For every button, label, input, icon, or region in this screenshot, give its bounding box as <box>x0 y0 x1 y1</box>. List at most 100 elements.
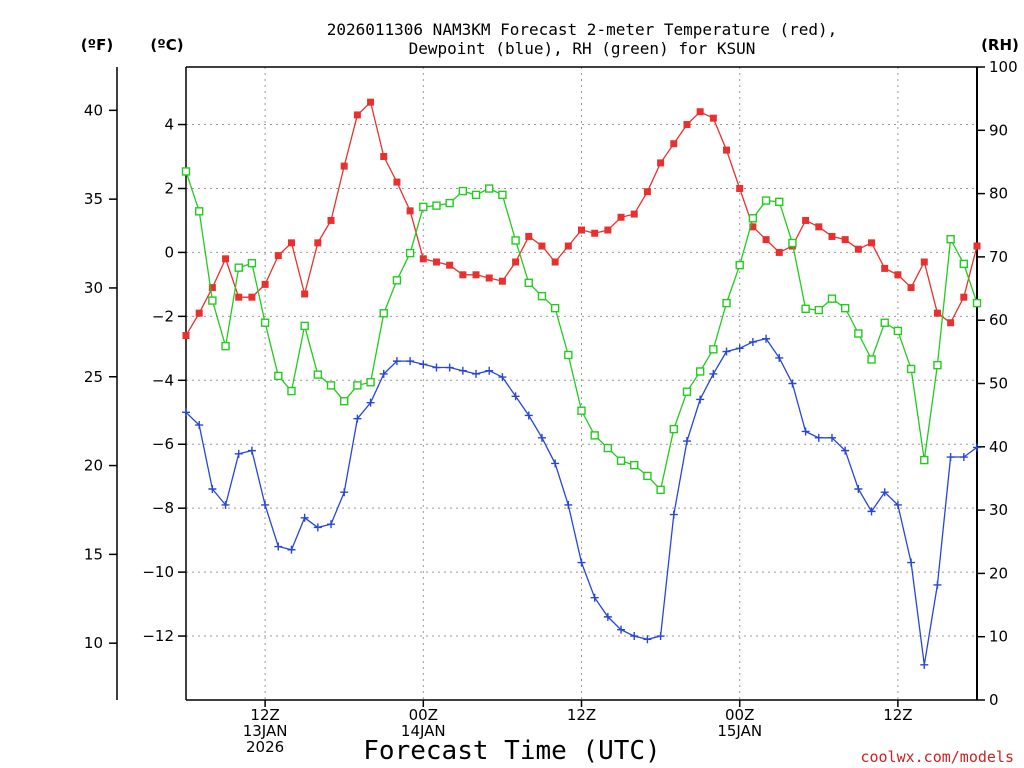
data-point <box>287 386 296 396</box>
x-axis-label: Forecast Time (UTC) <box>363 736 660 766</box>
data-point <box>472 271 480 279</box>
data-point <box>854 245 862 253</box>
data-point <box>498 277 506 285</box>
data-point <box>274 371 283 381</box>
data-point <box>775 248 783 256</box>
data-point <box>432 258 440 266</box>
data-point <box>748 337 757 346</box>
data-point <box>446 261 454 269</box>
data-point <box>445 198 454 208</box>
data-point <box>406 207 414 215</box>
celsius-tick-label: 4 <box>164 116 174 134</box>
data-point <box>696 108 704 116</box>
data-point <box>709 369 718 378</box>
data-point <box>920 258 928 266</box>
celsius-tick-label: −4 <box>152 371 174 389</box>
data-point <box>274 252 282 260</box>
data-point <box>682 387 692 396</box>
data-point <box>722 298 731 308</box>
data-point <box>722 347 731 356</box>
data-point <box>893 500 902 509</box>
data-point <box>669 424 678 434</box>
chart-title-line-1: 2026011306 NAM3KM Forecast 2-meter Tempe… <box>327 20 838 39</box>
data-point <box>392 357 401 366</box>
data-point <box>578 226 585 234</box>
data-point <box>788 238 797 248</box>
data-point <box>906 364 916 374</box>
data-point <box>867 355 876 364</box>
data-point <box>775 353 784 362</box>
celsius-tick-label: −10 <box>142 563 174 581</box>
data-point <box>287 545 296 554</box>
data-point <box>537 291 547 301</box>
rh-tick-label: 20 <box>989 564 1008 582</box>
data-point <box>656 632 665 641</box>
credit-text: coolwx.com/models <box>860 748 1014 766</box>
data-point <box>248 293 256 301</box>
series-2-meter-temperature <box>182 98 981 340</box>
data-point <box>788 379 797 388</box>
data-point <box>959 453 968 462</box>
data-point <box>564 242 572 250</box>
fahrenheit-tick-label: 15 <box>84 545 103 563</box>
data-point <box>894 271 902 279</box>
data-point <box>841 446 850 455</box>
data-point <box>380 153 388 161</box>
data-point <box>525 232 533 240</box>
x-tick-label: 2026 <box>246 738 284 756</box>
data-point <box>301 290 309 298</box>
data-point <box>709 114 717 122</box>
data-point <box>234 449 243 458</box>
data-point <box>300 321 309 331</box>
data-point <box>762 334 771 343</box>
fahrenheit-tick-label: 20 <box>84 457 103 475</box>
data-point <box>801 427 810 436</box>
data-point <box>458 366 467 375</box>
data-point <box>182 332 190 340</box>
data-point <box>261 500 270 509</box>
series-dewpoint <box>182 334 981 669</box>
data-point <box>617 213 625 221</box>
data-point <box>247 259 257 268</box>
data-point <box>854 485 863 493</box>
data-point <box>603 443 613 453</box>
celsius-tick-label: −12 <box>142 627 174 645</box>
rh-tick-label: 60 <box>989 311 1008 329</box>
data-point <box>604 226 612 234</box>
data-point <box>643 471 652 481</box>
data-point <box>498 373 507 382</box>
data-point <box>723 146 731 154</box>
data-point <box>762 236 770 244</box>
data-point <box>735 344 744 353</box>
data-point <box>670 140 678 148</box>
data-point <box>445 363 454 372</box>
data-point <box>748 214 758 223</box>
data-point <box>907 558 916 567</box>
data-point <box>881 264 889 272</box>
data-point <box>591 229 599 237</box>
data-point <box>260 318 270 327</box>
rh-tick-label: 50 <box>989 375 1008 393</box>
data-point <box>313 370 323 379</box>
data-point <box>300 513 309 522</box>
data-point <box>827 294 837 303</box>
celsius-tick-label: 0 <box>164 243 174 261</box>
data-point <box>603 612 612 621</box>
data-point <box>840 303 850 313</box>
data-point <box>643 188 651 196</box>
data-point <box>379 309 388 318</box>
fahrenheit-tick-label: 30 <box>84 279 103 297</box>
data-point <box>946 453 955 462</box>
data-point <box>432 363 441 372</box>
data-point <box>880 318 889 327</box>
data-point <box>181 167 191 176</box>
data-point <box>353 381 362 390</box>
x-tick-label: 15JAN <box>717 722 762 740</box>
data-point <box>222 255 230 263</box>
data-point <box>683 121 691 129</box>
data-point <box>340 397 349 406</box>
data-point <box>669 510 678 519</box>
celsius-tick-label: −8 <box>152 499 174 517</box>
data-point <box>735 260 744 270</box>
